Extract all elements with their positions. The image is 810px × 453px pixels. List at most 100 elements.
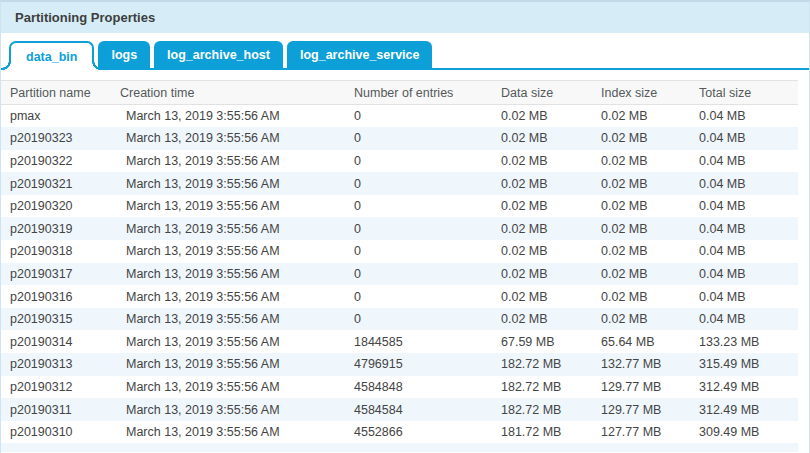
cell-creation-time: March 13, 2019 3:55:56 AM bbox=[111, 240, 345, 263]
cell-index-size: 0.02 MB bbox=[592, 308, 690, 331]
cell-data-size: 0.02 MB bbox=[492, 308, 592, 331]
panel-title: Partitioning Properties bbox=[15, 10, 155, 25]
cell-index-size: 0.02 MB bbox=[592, 240, 690, 263]
cell-index-size: 127.77 MB bbox=[592, 421, 690, 444]
cell-partition-name: p20190317 bbox=[1, 263, 111, 286]
cell-number-of-entries: 0 bbox=[345, 195, 492, 218]
cell-total-size: 0.04 MB bbox=[690, 240, 798, 263]
table-row: p20190313March 13, 2019 3:55:56 AM479691… bbox=[1, 353, 798, 376]
cell-index-size: 0.02 MB bbox=[592, 127, 690, 150]
cell-index-size: 0.02 MB bbox=[592, 285, 690, 308]
cell-total-size: 0.04 MB bbox=[690, 172, 798, 195]
cell-total-size: 133.23 MB bbox=[690, 330, 798, 353]
table-row: p20190310March 13, 2019 3:55:56 AM455286… bbox=[1, 421, 798, 444]
cell-partition-name: p20190319 bbox=[1, 217, 111, 240]
cell-data-size: 0.02 MB bbox=[492, 195, 592, 218]
cell-partition-name: p20190320 bbox=[1, 195, 111, 218]
cell-partition-name: pmax bbox=[1, 105, 111, 128]
table-row: p20190317March 13, 2019 3:55:56 AM00.02 … bbox=[1, 263, 798, 286]
page: { "panel": { "title": "Partitioning Prop… bbox=[0, 0, 810, 453]
cell-data-size: 0.02 MB bbox=[492, 285, 592, 308]
column-header-partition-name: Partition name bbox=[1, 81, 111, 105]
cell-total-size: 0.04 MB bbox=[690, 217, 798, 240]
tab-content: Partition nameCreation timeNumber of ent… bbox=[1, 80, 809, 452]
table-row: p20190316March 13, 2019 3:55:56 AM00.02 … bbox=[1, 285, 798, 308]
tab-data-bin[interactable]: data_bin bbox=[9, 41, 94, 70]
cell-number-of-entries: 0 bbox=[345, 308, 492, 331]
cell-data-size: 0.02 MB bbox=[492, 240, 592, 263]
cell-data-size: 0.02 MB bbox=[492, 172, 592, 195]
table-row: p20190315March 13, 2019 3:55:56 AM00.02 … bbox=[1, 308, 798, 331]
cell-total-size: 0.04 MB bbox=[690, 150, 798, 173]
cell-partition-name: p20190314 bbox=[1, 330, 111, 353]
cell-partition-name: p20190322 bbox=[1, 150, 111, 173]
cell-creation-time: March 13, 2019 3:55:56 AM bbox=[111, 263, 345, 286]
table-row: pmaxMarch 13, 2019 3:55:56 AM00.02 MB 0.0… bbox=[1, 105, 798, 128]
table-header-row: Partition nameCreation timeNumber of ent… bbox=[1, 81, 798, 105]
cell-index-size: 0.02 MB bbox=[592, 172, 690, 195]
cell-partition-name: p20190316 bbox=[1, 285, 111, 308]
cell-data-size: 0.02 MB bbox=[492, 263, 592, 286]
cell-creation-time: March 13, 2019 3:55:56 AM bbox=[111, 217, 345, 240]
cell-number-of-entries: 0 bbox=[345, 217, 492, 240]
cell-data-size: 182.72 MB bbox=[492, 398, 592, 421]
cell-index-size: 0.02 MB bbox=[592, 195, 690, 218]
cell-number-of-entries: 4552866 bbox=[345, 421, 492, 444]
cell-number-of-entries: 0 bbox=[345, 263, 492, 286]
cell-data-size: 0.02 MB bbox=[492, 105, 592, 128]
cell-total-size: 0.04 MB bbox=[690, 285, 798, 308]
table-row: p20190311March 13, 2019 3:55:56 AM458458… bbox=[1, 398, 798, 421]
cell-partition-name: p20190312 bbox=[1, 376, 111, 399]
cell-total-size: 312.49 MB bbox=[690, 376, 798, 399]
cell-total-size: 0.04 MB bbox=[690, 308, 798, 331]
cell-total-size: 312.49 MB bbox=[690, 398, 798, 421]
cell-creation-time: March 13, 2019 3:55:56 AM bbox=[111, 421, 345, 444]
cell-total-size: 0.04 MB bbox=[690, 127, 798, 150]
table-row: p20190314March 13, 2019 3:55:56 AM184458… bbox=[1, 330, 798, 353]
cell-number-of-entries: 0 bbox=[345, 150, 492, 173]
cell-creation-time: March 13, 2019 3:55:56 AM bbox=[111, 127, 345, 150]
cell-index-size: 129.77 MB bbox=[592, 398, 690, 421]
panel-header: Partitioning Properties bbox=[1, 2, 809, 33]
partitioning-panel: Partitioning Properties data_binlogslog_… bbox=[0, 0, 810, 453]
tab-logs[interactable]: logs bbox=[98, 41, 150, 68]
column-header-number-of-entries: Number of entries bbox=[345, 81, 492, 105]
tab-log-archive-service[interactable]: log_archive_service bbox=[287, 41, 433, 68]
table-row: p20190319March 13, 2019 3:55:56 AM0 0.02 … bbox=[1, 217, 798, 240]
tab-strip: data_binlogslog_archive_hostlog_archive_… bbox=[1, 41, 809, 70]
cell-data-size: 0.02 MB bbox=[492, 150, 592, 173]
cell-total-size: 0.04 MB bbox=[690, 195, 798, 218]
table-row: p20190312March 13, 2019 3:55:56 AM458484… bbox=[1, 376, 798, 399]
cell-partition-name: p20190310 bbox=[1, 421, 111, 444]
cell-number-of-entries: 1844585 bbox=[345, 330, 492, 353]
column-header-data-size: Data size bbox=[492, 81, 592, 105]
cell-creation-time: March 13, 2019 3:55:56 AM bbox=[111, 172, 345, 195]
cell-creation-time: March 13, 2019 3:55:56 AM bbox=[111, 398, 345, 421]
cell-number-of-entries: 0 bbox=[345, 285, 492, 308]
table-row: p20190320March 13, 2019 3:55:56 AM00.02 … bbox=[1, 195, 798, 218]
cell-partition-name: p20190318 bbox=[1, 240, 111, 263]
cell-number-of-entries: 0 bbox=[345, 105, 492, 128]
cell-creation-time: March 13, 2019 3:55:56 AM bbox=[111, 308, 345, 331]
cell-creation-time: March 13, 2019 3:55:56 AM bbox=[111, 376, 345, 399]
cell-creation-time: March 13, 2019 3:55:56 AM bbox=[111, 105, 345, 128]
cell-index-size: 0.02 MB bbox=[592, 150, 690, 173]
cell-data-size: 67.59 MB bbox=[492, 330, 592, 353]
cell-creation-time: March 13, 2019 3:55:56 AM bbox=[111, 353, 345, 376]
cell-number-of-entries: 4796915 bbox=[345, 353, 492, 376]
partitions-table: Partition nameCreation timeNumber of ent… bbox=[1, 80, 798, 443]
cell-data-size: 182.72 MB bbox=[492, 353, 592, 376]
tab-log-archive-host[interactable]: log_archive_host bbox=[154, 41, 283, 68]
cell-number-of-entries: 4584848 bbox=[345, 376, 492, 399]
cell-total-size: 315.49 MB bbox=[690, 353, 798, 376]
cell-partition-name: p20190323 bbox=[1, 127, 111, 150]
cell-total-size: 0.04 MB bbox=[690, 105, 798, 128]
cell-number-of-entries: 0 bbox=[345, 127, 492, 150]
cell-partition-name: p20190315 bbox=[1, 308, 111, 331]
cell-index-size: 65.64 MB bbox=[592, 330, 690, 353]
cell-number-of-entries: 4584584 bbox=[345, 398, 492, 421]
table-row: p20190323March 13, 2019 3:55:56 AM0 0.02 … bbox=[1, 127, 798, 150]
cell-creation-time: March 13, 2019 3:55:56 AM bbox=[111, 150, 345, 173]
cell-total-size: 309.49 MB bbox=[690, 421, 798, 444]
cell-index-size: 0.02 MB bbox=[592, 217, 690, 240]
